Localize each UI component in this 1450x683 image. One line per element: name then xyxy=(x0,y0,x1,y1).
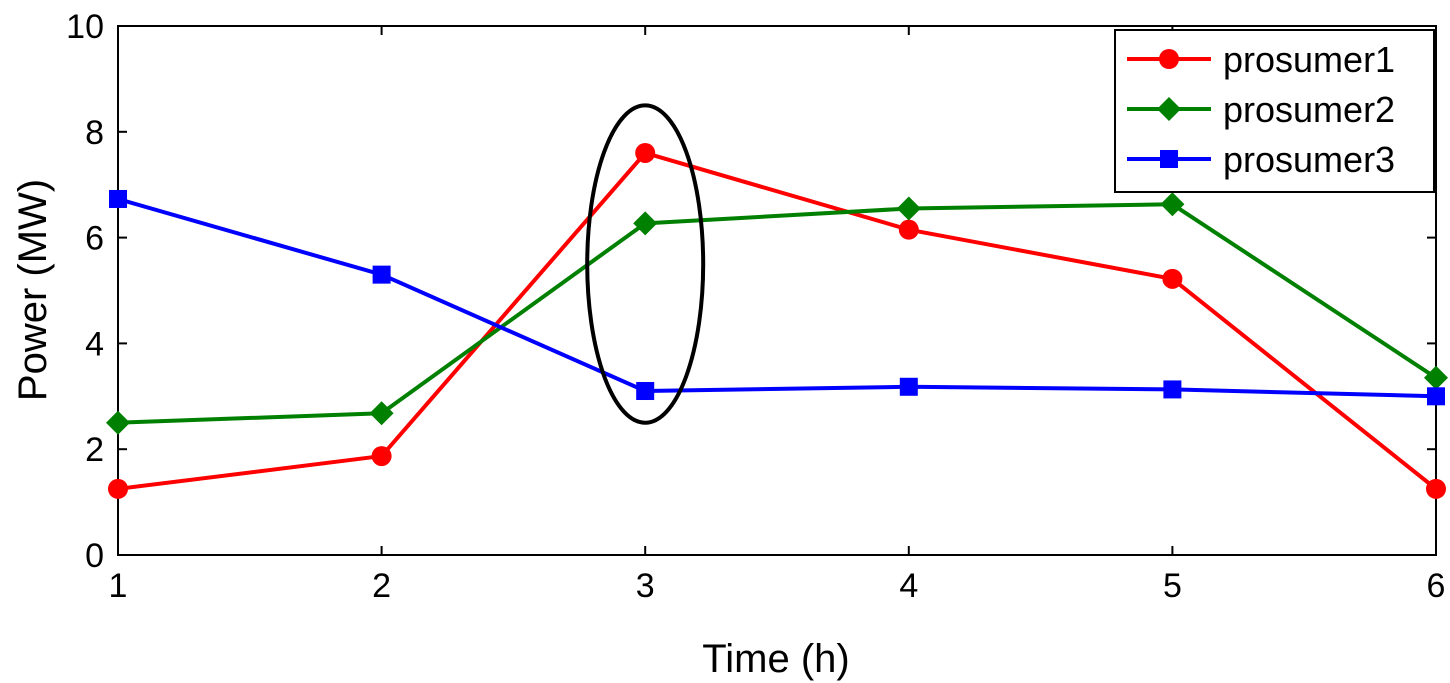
data-point-prosumer3 xyxy=(636,382,655,401)
data-point-prosumer2 xyxy=(369,401,394,426)
data-point-prosumer3 xyxy=(899,377,918,396)
data-point-prosumer2 xyxy=(1424,365,1448,390)
plot-area xyxy=(117,25,1437,556)
series-prosumer2 xyxy=(106,192,1448,435)
highlight-ellipse xyxy=(585,103,706,425)
data-point-prosumer3 xyxy=(1163,380,1182,399)
data-point-prosumer3 xyxy=(372,265,391,284)
data-point-prosumer1 xyxy=(898,219,919,240)
legend-entry-prosumer1: prosumer1 xyxy=(1127,39,1395,80)
data-point-prosumer3 xyxy=(1427,387,1445,406)
series-line-prosumer1 xyxy=(117,150,1438,491)
series-prosumer1 xyxy=(108,142,1446,499)
x-tick-label: 6 xyxy=(1427,567,1446,605)
series-layer xyxy=(106,142,1448,499)
x-tick-label: 5 xyxy=(1163,567,1182,605)
data-point-prosumer2 xyxy=(896,196,921,221)
legend-marker xyxy=(1160,150,1178,168)
x-axis-title: Time (h) xyxy=(702,637,849,681)
annotation-layer xyxy=(585,103,706,425)
legend-label: prosumer2 xyxy=(1223,89,1395,130)
data-point-prosumer2 xyxy=(1160,192,1185,217)
data-point-prosumer1 xyxy=(1162,268,1183,289)
legend: prosumer1 prosumer2 prosumer3 xyxy=(1114,29,1435,193)
plot-frame xyxy=(117,25,1437,556)
legend-marker xyxy=(1159,49,1179,69)
data-point-prosumer2 xyxy=(633,211,658,236)
data-point-prosumer1 xyxy=(1426,478,1446,499)
y-tick-label: 6 xyxy=(85,220,104,258)
legend-entry-prosumer3: prosumer3 xyxy=(1127,139,1395,180)
y-tick-label: 10 xyxy=(66,8,104,46)
x-tick-label: 4 xyxy=(899,567,918,605)
x-tick-label: 2 xyxy=(372,567,391,605)
legend-marker xyxy=(1157,97,1181,121)
legend-label: prosumer3 xyxy=(1223,139,1395,180)
data-point-prosumer1 xyxy=(108,478,128,499)
axis-ticks: 1 2 3 4 5 6 0 2 4 6 8 10 xyxy=(66,8,1445,605)
y-tick-label: 0 xyxy=(85,537,104,575)
x-tick-label: 1 xyxy=(109,567,128,605)
y-tick-label: 4 xyxy=(85,325,104,363)
y-tick-label: 8 xyxy=(85,114,104,152)
series-line-prosumer3 xyxy=(117,197,1437,399)
y-axis-title: Power (MW) xyxy=(11,179,55,401)
x-tick-label: 3 xyxy=(636,567,655,605)
data-point-prosumer1 xyxy=(371,446,392,467)
series-line-prosumer2 xyxy=(117,202,1438,425)
series-prosumer3 xyxy=(109,189,1445,406)
legend-label: prosumer1 xyxy=(1223,39,1395,80)
y-tick-label: 2 xyxy=(85,431,104,469)
data-point-prosumer1 xyxy=(635,142,656,163)
legend-entry-prosumer2: prosumer2 xyxy=(1127,89,1395,130)
data-point-prosumer3 xyxy=(109,189,127,208)
data-point-prosumer2 xyxy=(106,410,130,435)
